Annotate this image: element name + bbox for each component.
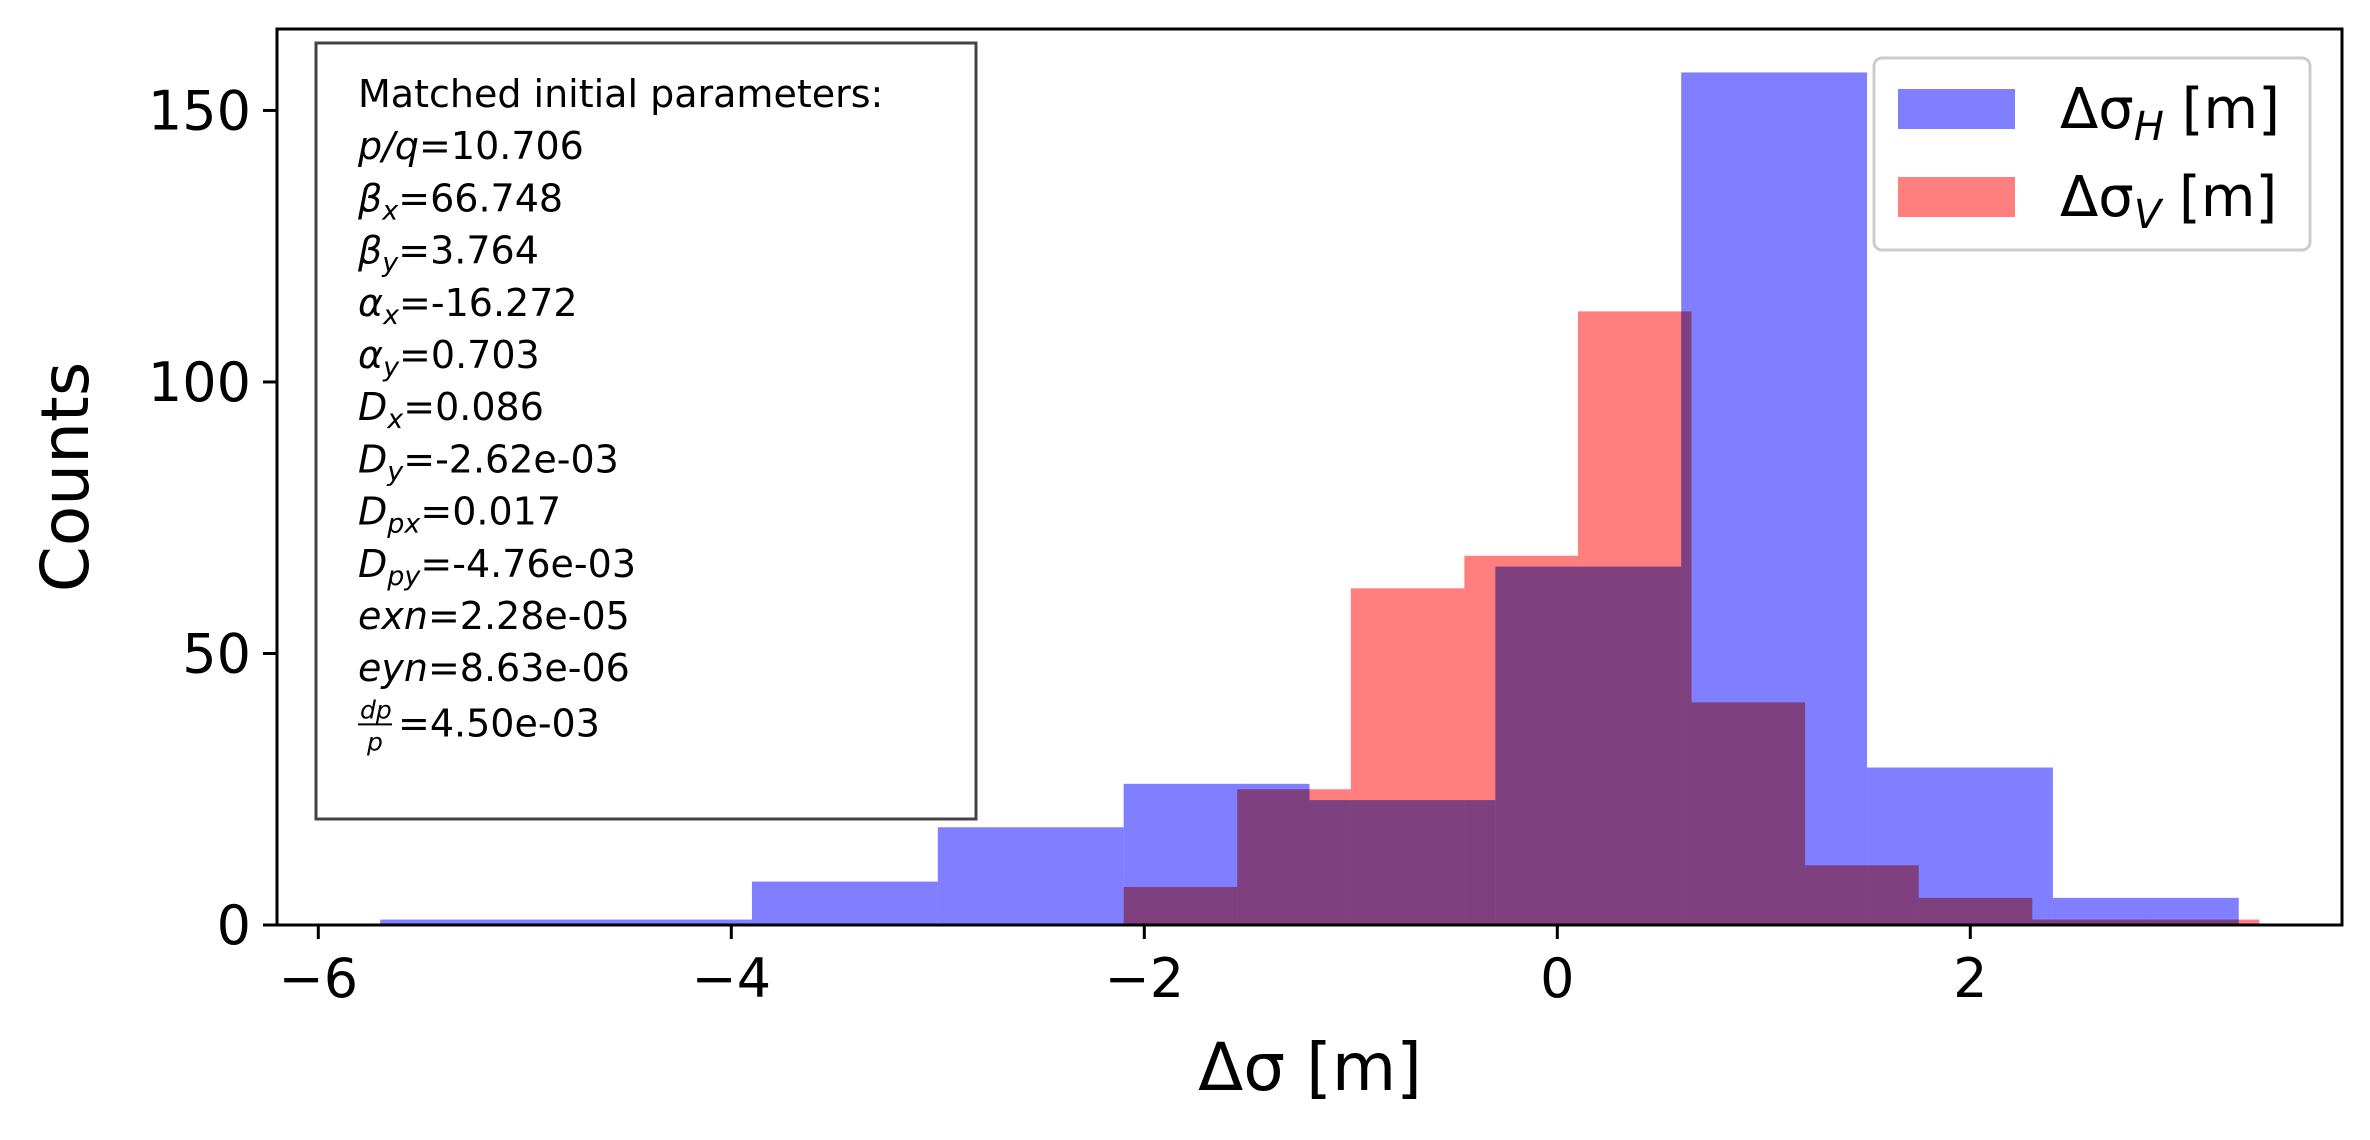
annotation-line: αy=0.703 bbox=[358, 333, 540, 383]
histogram-bar-v bbox=[2032, 919, 2146, 925]
annotation-line: Dy=-2.62e-03 bbox=[358, 437, 619, 487]
annotation-line: p/q=10.706 bbox=[357, 124, 584, 168]
annotation-frac-num: dp bbox=[360, 695, 392, 724]
x-tick-label: 0 bbox=[1540, 947, 1574, 1010]
x-tick-label: 2 bbox=[1953, 947, 1987, 1010]
annotation-line: exn=2.28e-05 bbox=[358, 594, 630, 638]
annotation-frac-den: p bbox=[366, 727, 383, 756]
annotation-line: βx=66.748 bbox=[357, 176, 563, 226]
annotation-title: Matched initial parameters: bbox=[358, 72, 883, 116]
histogram-bar-h bbox=[380, 919, 752, 925]
x-axis-label: Δσ [m] bbox=[1198, 1029, 1422, 1106]
x-tick-label: −6 bbox=[278, 947, 358, 1010]
y-tick-label: 150 bbox=[148, 79, 251, 142]
y-tick-label: 50 bbox=[182, 622, 251, 685]
histogram-bar-v bbox=[1464, 555, 1578, 925]
plot-frame bbox=[275, 27, 2344, 927]
histogram-bar-v bbox=[1577, 311, 1692, 926]
histogram-bar-v bbox=[1350, 588, 1465, 925]
annotation-text: Matched initial parameters: p/q=10.706 βx=… bbox=[357, 72, 883, 756]
histogram-bar-h bbox=[751, 881, 938, 925]
annotation-frac-value: =4.50e-03 bbox=[398, 701, 600, 745]
annotation-line: Dx=0.086 bbox=[358, 385, 544, 435]
legend-label-h: ΔσH [m] bbox=[2060, 77, 2280, 150]
x-tick-label: −4 bbox=[691, 947, 771, 1010]
histogram-bar-v bbox=[1805, 865, 1919, 925]
annotation-line: Dpy=-4.76e-03 bbox=[358, 542, 636, 592]
histogram-bar-v bbox=[1123, 886, 1238, 925]
annotation-box: Matched initial parameters: p/q=10.706 βx=… bbox=[314, 41, 978, 821]
ticks-layer: −6 −4 −2 0 2 0 50 100 150 bbox=[148, 79, 1988, 1010]
histogram-bar-h bbox=[937, 827, 1124, 925]
legend-swatch-v bbox=[1898, 177, 2015, 217]
annotation-line: eyn=8.63e-06 bbox=[358, 646, 630, 690]
legend-items: ΔσH [m] ΔσV [m] bbox=[1898, 77, 2280, 238]
y-tick-label: 0 bbox=[217, 894, 251, 957]
bars-layer bbox=[380, 72, 2260, 926]
x-tick-label: −2 bbox=[1104, 947, 1184, 1010]
annotation-line: Dpx=0.017 bbox=[358, 490, 561, 540]
annotation-line: βy=3.764 bbox=[357, 229, 539, 279]
histogram-bar-v bbox=[1918, 897, 2033, 925]
annotation-line: αx=-16.272 bbox=[358, 281, 578, 331]
y-tick-label: 100 bbox=[148, 351, 251, 414]
histogram-bar-v bbox=[2145, 919, 2260, 925]
legend-label-v: ΔσV [m] bbox=[2060, 165, 2277, 238]
annotation-frame bbox=[314, 41, 978, 821]
legend-swatch-h bbox=[1898, 89, 2015, 129]
legend: ΔσH [m] ΔσV [m] bbox=[1872, 56, 2312, 252]
y-axis-label: Counts bbox=[27, 362, 104, 592]
histogram-bar-v bbox=[1691, 702, 1806, 925]
histogram-bar-v bbox=[1237, 789, 1351, 925]
